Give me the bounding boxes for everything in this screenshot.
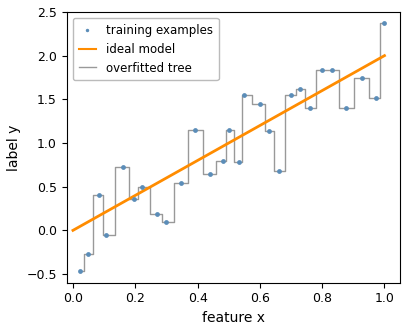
Point	[207, 171, 213, 176]
Point	[297, 86, 303, 92]
Point	[131, 196, 137, 202]
Point	[275, 168, 282, 174]
Point	[241, 92, 247, 98]
Point	[178, 181, 184, 186]
Point	[307, 105, 313, 111]
Point	[96, 193, 102, 198]
X-axis label: feature x: feature x	[202, 311, 265, 325]
Point	[288, 92, 295, 98]
Point	[319, 67, 325, 72]
Point	[219, 159, 226, 164]
Y-axis label: label y: label y	[7, 124, 21, 171]
Point	[77, 268, 83, 273]
Point	[154, 211, 160, 216]
Point	[359, 76, 365, 81]
Point	[103, 232, 109, 237]
Point	[192, 127, 199, 132]
Point	[257, 101, 263, 106]
Point	[343, 105, 350, 111]
Point	[329, 67, 335, 72]
Legend: training examples, ideal model, overfitted tree: training examples, ideal model, overfitt…	[72, 18, 219, 80]
Point	[120, 165, 127, 170]
Point	[139, 184, 145, 189]
Point	[266, 128, 272, 133]
Point	[372, 95, 379, 100]
Point	[381, 21, 388, 26]
Point	[163, 220, 170, 225]
Point	[85, 251, 91, 257]
Point	[226, 127, 232, 132]
Point	[236, 160, 243, 165]
